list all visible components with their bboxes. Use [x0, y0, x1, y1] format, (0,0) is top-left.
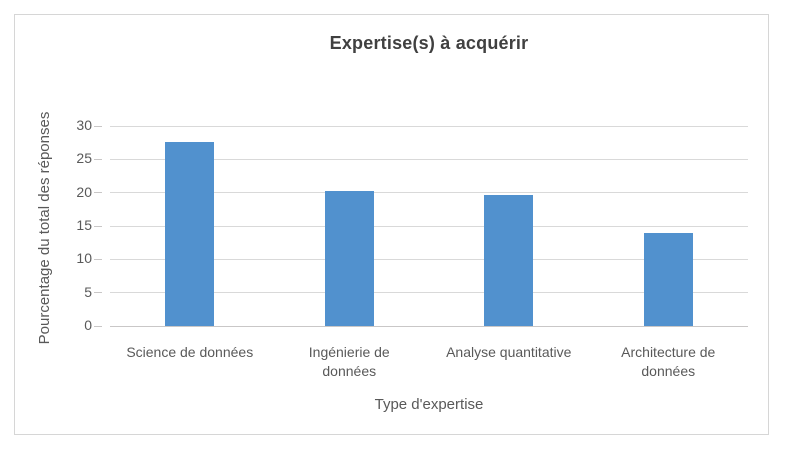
x-category-label: Ingénierie de données: [308, 344, 390, 379]
x-category-label: Science de données: [126, 344, 254, 360]
y-tick-label: 10: [76, 250, 92, 267]
gridline: [110, 158, 748, 160]
chart-frame: [14, 14, 769, 435]
y-tick-mark: [94, 258, 102, 260]
bar-3: [484, 194, 534, 326]
x-category-label: Analyse quantitative: [446, 344, 572, 360]
y-tick-mark: [94, 325, 102, 327]
gridline: [110, 292, 748, 294]
y-tick-mark: [94, 292, 102, 294]
y-tick-label: 30: [76, 117, 92, 133]
bar-1: [165, 142, 215, 326]
y-tick-mark: [94, 158, 102, 160]
gridline: [110, 192, 748, 194]
x-axis-title: Type d'expertise: [374, 396, 484, 413]
bar-4: [643, 232, 693, 326]
y-tick-label: 0: [84, 317, 92, 333]
x-axis-line: [110, 325, 748, 327]
y-tick-label: 20: [76, 183, 92, 200]
y-tick-mark: [94, 125, 102, 127]
chart-title: Expertise(s) à acquérir: [329, 33, 529, 53]
y-tick-mark: [94, 192, 102, 194]
gridline: [110, 258, 748, 260]
gridline: [110, 125, 748, 127]
y-tick-mark: [94, 225, 102, 227]
bar-2: [324, 190, 374, 326]
y-tick-label: 15: [76, 217, 92, 233]
y-tick-label: 5: [84, 283, 92, 300]
x-category-label: Architecture de données: [621, 344, 716, 379]
gridline: [110, 225, 748, 227]
y-tick-label: 25: [76, 150, 92, 167]
